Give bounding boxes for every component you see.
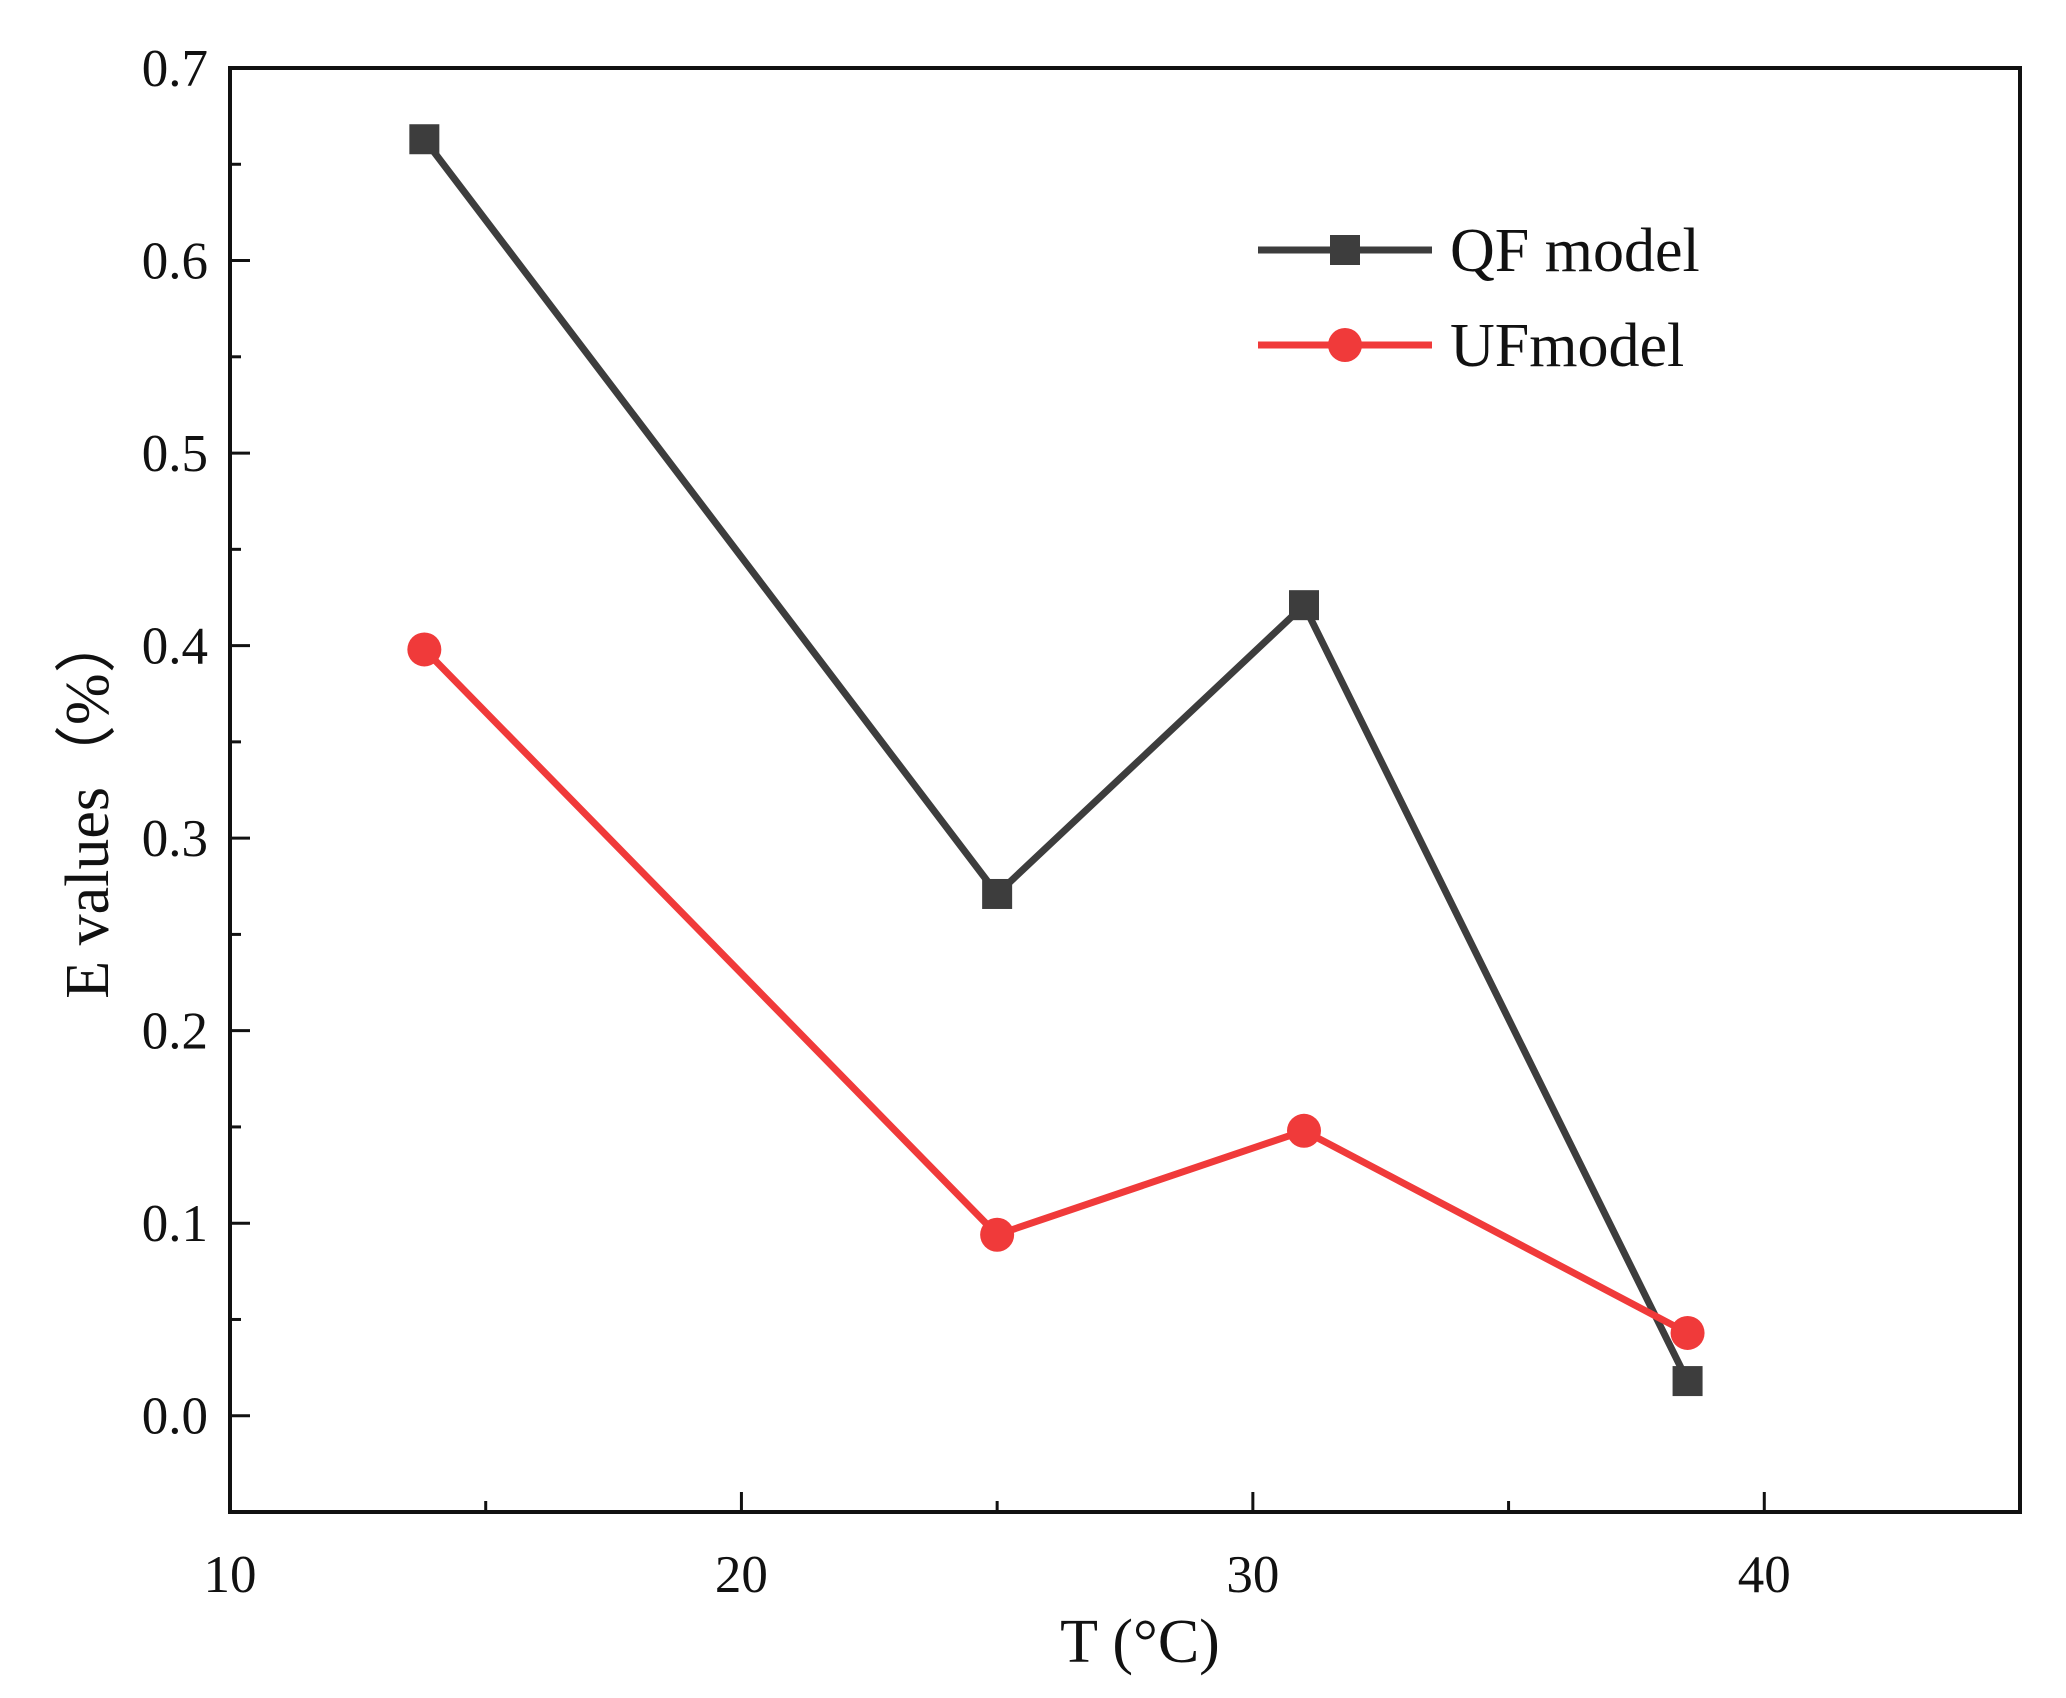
data-point-ufmodel bbox=[980, 1217, 1015, 1252]
y-tick-label: 0.6 bbox=[142, 233, 208, 291]
ticks-layer: 10 20 30 40 0.0 0.1 0.2 0.3 0.4 0.5 0.6 0.7 bbox=[142, 40, 1791, 1604]
data-point-ufmodel bbox=[1670, 1315, 1705, 1350]
legend-label-qf-model: QF model bbox=[1450, 217, 1700, 285]
y-tick-label: 0.1 bbox=[142, 1195, 208, 1253]
legend-label-ufmodel: UFmodel bbox=[1450, 312, 1684, 380]
data-point-ufmodel bbox=[407, 632, 442, 667]
y-tick-label: 0.5 bbox=[142, 425, 208, 483]
legend-item-qf-model: QF model bbox=[1258, 217, 1700, 285]
legend-marker-ufmodel bbox=[1328, 328, 1362, 362]
data-point-qf-model bbox=[982, 878, 1013, 909]
x-tick-label: 40 bbox=[1738, 1546, 1791, 1604]
x-tick-label: 10 bbox=[204, 1546, 257, 1604]
y-tick-label: 0.3 bbox=[142, 810, 208, 868]
legend: QF model UFmodel bbox=[1258, 217, 1700, 380]
y-tick-label: 0.0 bbox=[142, 1388, 208, 1446]
x-tick-label: 20 bbox=[715, 1546, 768, 1604]
data-point-qf-model bbox=[409, 124, 440, 155]
series-line-qf-model bbox=[421, 137, 1691, 1383]
data-point-ufmodel bbox=[1287, 1113, 1321, 1148]
legend-marker-qf-model bbox=[1330, 235, 1360, 265]
legend-item-ufmodel: UFmodel bbox=[1258, 312, 1684, 380]
y-tick-label: 0.2 bbox=[142, 1003, 208, 1061]
series-line-ufmodel bbox=[421, 647, 1690, 1337]
plot-frame bbox=[228, 66, 2022, 1514]
y-tick-label: 0.4 bbox=[142, 618, 208, 676]
data-point-qf-model bbox=[1672, 1366, 1703, 1397]
x-tick-label: 30 bbox=[1226, 1546, 1279, 1604]
series-layer bbox=[407, 124, 1705, 1397]
x-axis-title: T (°C) bbox=[1060, 1608, 1220, 1676]
y-axis-title: E values（%） bbox=[54, 611, 122, 998]
data-point-qf-model bbox=[1289, 590, 1319, 621]
y-tick-label: 0.7 bbox=[142, 40, 208, 98]
